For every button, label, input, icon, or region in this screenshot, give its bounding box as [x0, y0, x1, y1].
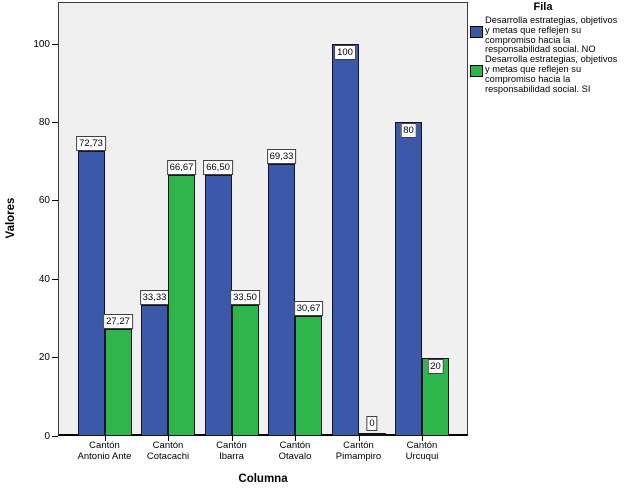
- legend-title: Fila: [533, 1, 553, 13]
- bar-value-label: 100: [334, 45, 356, 60]
- y-tick-label: 80: [38, 116, 50, 128]
- bar-value-label: 80: [400, 123, 417, 138]
- x-category-label: Cantón Otavalo: [278, 440, 312, 462]
- bar-no: [395, 122, 422, 436]
- x-category-label: Cantón Ibarra: [216, 440, 247, 462]
- bar-si: [104, 329, 132, 436]
- y-tick: [52, 43, 58, 45]
- legend-swatch-no-icon: [470, 26, 483, 38]
- bar-si: [422, 358, 449, 436]
- x-axis-title: Columna: [238, 473, 288, 485]
- legend-entry-si: Desarrolla estrategias, objetivos y meta…: [470, 54, 624, 94]
- legend: Fila Desarrolla estrategias, objetivos y…: [470, 1, 624, 94]
- y-tick-label: 0: [44, 430, 50, 442]
- y-tick-label: 20: [38, 352, 50, 364]
- legend-swatch-si-icon: [470, 65, 483, 78]
- x-tick: [422, 436, 423, 441]
- y-tick: [52, 200, 58, 202]
- x-tick: [168, 436, 169, 441]
- bar-no: [268, 164, 295, 436]
- x-tick: [295, 436, 296, 441]
- x-category-label: Cantón Antonio Ante: [77, 440, 132, 462]
- y-tick: [52, 435, 58, 437]
- legend-label-no: Desarrolla estrategias, objetivos y meta…: [485, 15, 618, 55]
- bar-value-label: 33,33: [139, 290, 170, 305]
- legend-entry-no: Desarrolla estrategias, objetivos y meta…: [470, 15, 624, 55]
- bar-value-label: 30,67: [293, 301, 324, 316]
- y-tick-label: 40: [38, 273, 50, 285]
- x-tick: [358, 436, 360, 441]
- y-tick: [52, 357, 58, 359]
- bar-no: [141, 305, 168, 436]
- bar-value-label: 20: [427, 359, 444, 374]
- bar-value-label: 33,50: [230, 290, 260, 305]
- bar-no: [331, 44, 359, 436]
- bar-value-label: 27,27: [103, 314, 133, 329]
- x-tick: [104, 436, 106, 441]
- y-tick-label: 60: [38, 195, 50, 207]
- bar-zero: [358, 433, 386, 436]
- x-category-label: Cantón Urcuqui: [405, 440, 439, 462]
- x-category-label: Cantón Cotacachi: [146, 440, 190, 462]
- y-tick: [52, 121, 58, 123]
- bar-si: [231, 305, 259, 436]
- bar-value-label: 66,67: [166, 160, 197, 175]
- x-tick: [231, 436, 233, 441]
- bar-value-label: 66,50: [203, 160, 233, 175]
- bar-no: [204, 175, 232, 436]
- bar-value-label: 0: [366, 416, 378, 431]
- bar-si: [295, 316, 322, 436]
- y-tick: [52, 278, 58, 280]
- bar-si: [168, 175, 195, 436]
- legend-label-si: Desarrolla estrategias, objetivos y meta…: [485, 54, 618, 94]
- x-category-label: Cantón Pimampiro: [335, 440, 382, 462]
- bar-value-label: 69,33: [266, 149, 297, 164]
- y-axis-title: Valores: [5, 197, 17, 239]
- y-tick-label: 100: [33, 38, 50, 50]
- bar-value-label: 72,73: [76, 136, 106, 151]
- bar-no: [77, 151, 105, 436]
